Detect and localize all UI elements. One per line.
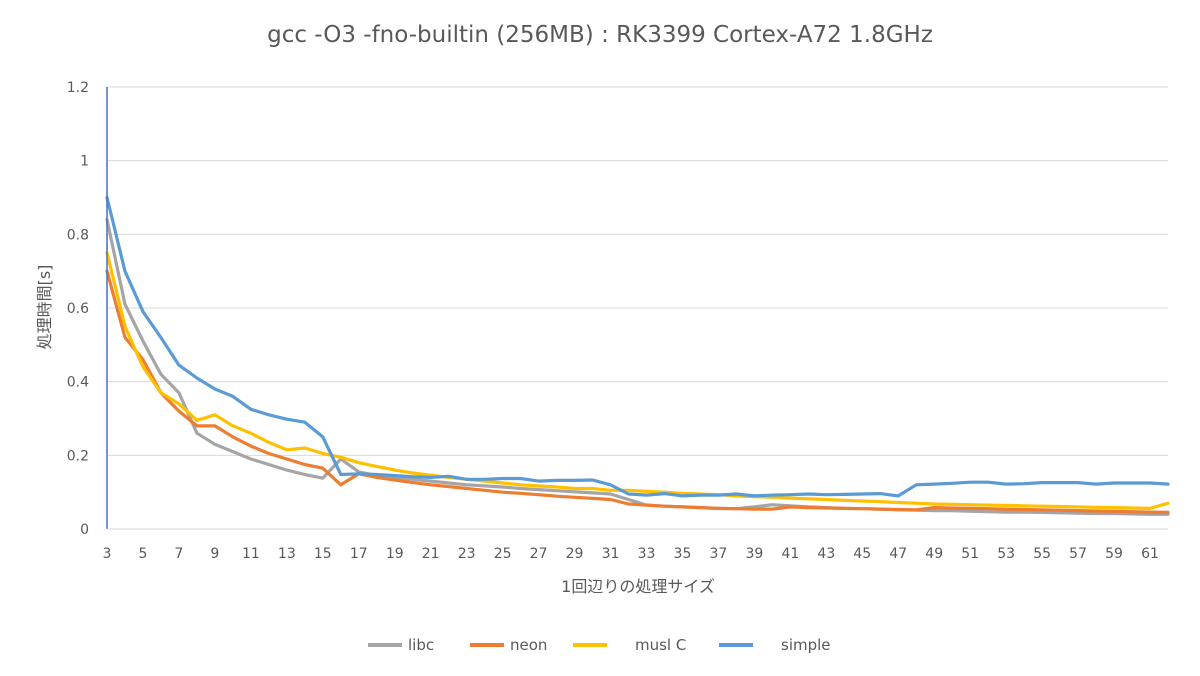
x-tick-label: 11 [242, 546, 260, 562]
y-tick-label: 0.8 [67, 227, 89, 243]
x-axis-title: 1回辺りの処理サイズ [561, 577, 715, 596]
x-tick-label: 3 [103, 546, 112, 562]
series-line-simple [105, 195, 1170, 498]
x-tick-label: 45 [853, 546, 871, 562]
x-axis-ticks: 3 5 7 9 11 13 15 17 19 21 23 25 27 29 31 33 35 37 39 41 43 45… [103, 546, 1159, 562]
x-tick-label: 39 [745, 546, 763, 562]
legend-label: neon [510, 636, 547, 654]
y-tick-label: 0.6 [67, 301, 89, 317]
x-tick-label: 51 [961, 546, 979, 562]
legend-label: simple [781, 636, 831, 654]
series-lines [105, 195, 1170, 516]
x-tick-label: 61 [1141, 546, 1159, 562]
chart-title: gcc -O3 -fno-builtin (256MB) : RK3399 Co… [267, 22, 933, 48]
gridlines [107, 86, 1168, 456]
x-tick-label: 33 [638, 546, 656, 562]
legend-label: musl C [635, 636, 686, 654]
series-line-libc [105, 218, 1170, 516]
x-tick-label: 47 [889, 546, 907, 562]
x-tick-label: 5 [139, 546, 148, 562]
legend-label: libc [408, 636, 434, 654]
legend: libc neon musl C simple [368, 636, 831, 654]
x-tick-label: 29 [566, 546, 584, 562]
x-tick-label: 37 [710, 546, 728, 562]
y-axis-ticks: 0 0.2 0.4 0.6 0.8 1 1.2 [67, 80, 89, 538]
y-tick-label: 0.4 [67, 375, 89, 391]
x-tick-label: 53 [997, 546, 1015, 562]
x-tick-label: 31 [602, 546, 620, 562]
x-tick-label: 9 [210, 546, 219, 562]
x-tick-label: 59 [1105, 546, 1123, 562]
x-tick-label: 15 [314, 546, 332, 562]
y-tick-label: 1.2 [67, 80, 89, 96]
x-tick-label: 27 [530, 546, 548, 562]
x-tick-label: 13 [278, 546, 296, 562]
x-tick-label: 7 [174, 546, 183, 562]
series-line-musl-c [105, 251, 1170, 510]
y-tick-label: 0 [80, 522, 89, 538]
y-tick-label: 0.2 [67, 448, 89, 464]
x-tick-label: 19 [386, 546, 404, 562]
x-tick-label: 23 [458, 546, 476, 562]
x-tick-label: 25 [494, 546, 512, 562]
x-tick-label: 35 [674, 546, 692, 562]
x-tick-label: 21 [422, 546, 440, 562]
y-tick-label: 1 [80, 154, 89, 170]
x-tick-label: 41 [781, 546, 799, 562]
x-tick-label: 43 [817, 546, 835, 562]
x-tick-label: 55 [1033, 546, 1051, 562]
x-tick-label: 17 [350, 546, 368, 562]
y-axis-title: 処理時間[s] [35, 265, 54, 350]
x-tick-label: 57 [1069, 546, 1087, 562]
series-line-neon [105, 269, 1170, 515]
x-tick-label: 49 [925, 546, 943, 562]
